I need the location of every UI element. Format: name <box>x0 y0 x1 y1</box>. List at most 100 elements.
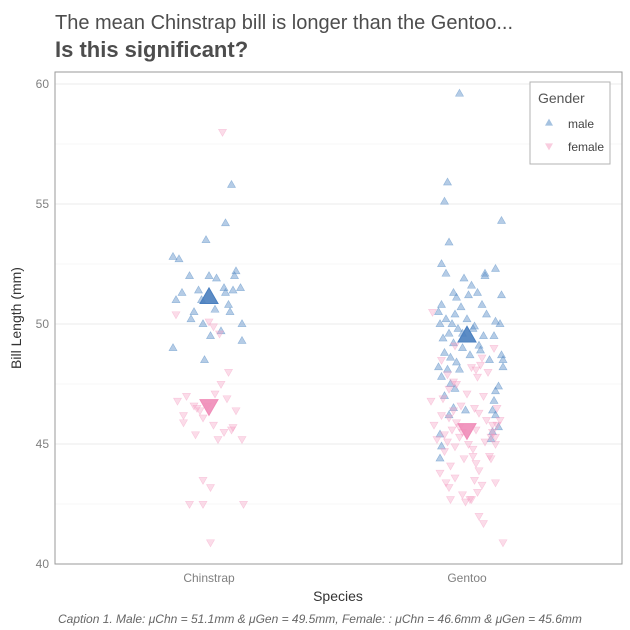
point-female <box>450 342 460 351</box>
point-female <box>214 330 225 339</box>
point-female <box>466 496 477 505</box>
point-male <box>490 386 501 395</box>
data-points <box>168 88 508 548</box>
point-female <box>484 453 495 461</box>
point-female <box>189 402 199 411</box>
point-female <box>456 402 466 411</box>
mean-marker-male <box>199 286 219 305</box>
point-female <box>238 501 249 509</box>
point-male <box>448 338 459 347</box>
point-male <box>445 379 456 387</box>
point-male <box>433 307 444 315</box>
point-female <box>486 433 496 442</box>
point-male <box>451 292 462 301</box>
point-female <box>477 354 487 363</box>
legend-label-female: female <box>568 140 604 154</box>
point-female <box>198 501 208 509</box>
point-female <box>237 436 247 445</box>
point-female <box>184 501 195 509</box>
point-male <box>451 357 462 366</box>
point-male <box>442 177 453 186</box>
point-female <box>490 479 501 488</box>
point-female <box>460 498 471 507</box>
point-female <box>481 417 492 425</box>
point-female <box>490 433 501 442</box>
point-female <box>205 539 216 548</box>
point-male <box>484 355 495 363</box>
point-male <box>193 285 204 294</box>
point-female <box>432 436 442 445</box>
point-male <box>493 422 504 431</box>
point-female <box>439 431 450 440</box>
point-male <box>468 323 478 332</box>
point-female <box>490 441 501 449</box>
point-male <box>478 331 489 339</box>
point-female <box>483 369 493 377</box>
point-male <box>210 304 220 313</box>
point-male <box>439 196 450 205</box>
gridlines <box>55 83 622 565</box>
point-male <box>454 364 465 373</box>
point-female <box>436 357 447 365</box>
point-male <box>441 268 451 277</box>
point-female <box>468 453 478 461</box>
mean-marker-male <box>457 325 477 343</box>
point-male <box>496 215 507 224</box>
point-male <box>459 273 469 282</box>
legend-label-male: male <box>568 117 594 131</box>
point-female <box>478 393 489 401</box>
point-female <box>466 364 477 373</box>
point-female <box>228 424 238 433</box>
point-female <box>198 414 208 423</box>
point-female <box>495 417 505 425</box>
point-female <box>498 539 508 548</box>
point-male <box>168 343 178 351</box>
point-male <box>205 331 216 339</box>
point-female <box>438 395 448 404</box>
point-male <box>453 323 463 332</box>
point-male <box>490 263 501 272</box>
point-female <box>475 361 486 370</box>
point-female <box>448 378 459 387</box>
point-female <box>480 438 490 447</box>
point-male <box>184 271 195 279</box>
point-male <box>481 309 492 318</box>
point-female <box>459 455 469 464</box>
x-tick-label: Chinstrap <box>183 571 235 585</box>
point-male <box>433 362 444 371</box>
point-male <box>229 271 240 279</box>
x-axis-ticks: Chinstrap Gentoo <box>183 571 487 585</box>
point-male <box>220 287 231 296</box>
y-tick-label: 60 <box>36 77 50 91</box>
point-male <box>168 251 178 260</box>
point-male <box>436 371 447 380</box>
point-male <box>223 299 234 308</box>
point-female <box>441 479 451 488</box>
point-male <box>231 266 241 275</box>
point-female <box>445 462 456 471</box>
point-female <box>436 412 447 421</box>
point-male <box>447 319 457 327</box>
point-male <box>237 319 247 327</box>
point-male <box>204 271 214 279</box>
point-female <box>474 467 484 476</box>
point-female <box>451 381 462 389</box>
point-female <box>444 484 454 493</box>
legend-key-male <box>545 118 553 126</box>
point-male <box>457 343 468 351</box>
point-female <box>226 426 237 435</box>
point-female <box>172 397 183 406</box>
point-male <box>228 285 238 294</box>
point-male <box>189 307 199 315</box>
point-male <box>439 347 450 356</box>
point-female <box>171 311 181 320</box>
point-male <box>462 314 472 323</box>
mean-marker-female <box>199 399 219 417</box>
point-female <box>435 469 445 478</box>
plot-panel-border <box>54 71 623 565</box>
point-male <box>237 335 247 344</box>
legend: Gender male female <box>529 81 611 165</box>
y-tick-label: 55 <box>36 197 50 211</box>
point-female <box>472 373 483 382</box>
